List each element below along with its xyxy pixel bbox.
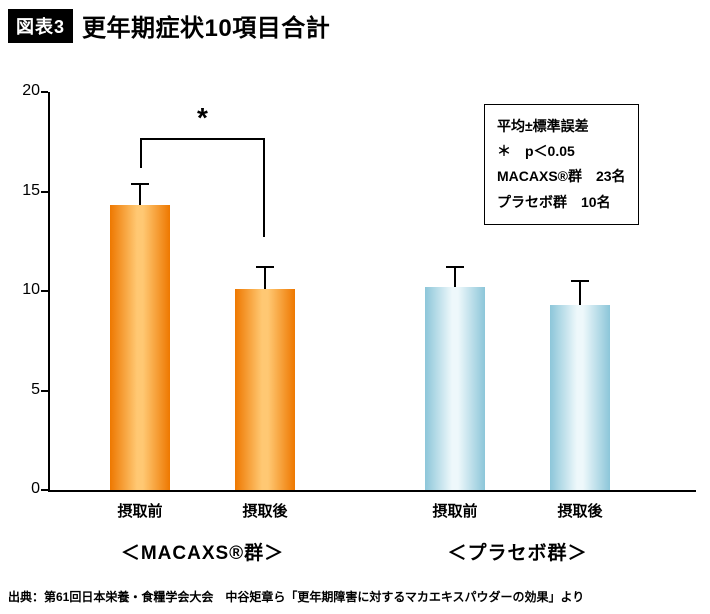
error-bar-cap (256, 266, 274, 269)
y-tick-label: 0 (31, 480, 40, 497)
group-label: ＜MACAXS®群＞ (120, 543, 285, 564)
bar-category-label: 摂取前 (432, 503, 478, 520)
plot-area: 0 5 10 15 20 摂取前 摂取後 ＜MACAXS®群＞ 摂取前 摂取後 ＜プラセボ群＞ * (22, 82, 696, 564)
y-tick-mark (41, 190, 48, 193)
bar-category-label: 摂取後 (557, 503, 603, 520)
page-title: 更年期症状10項目合計 (82, 15, 331, 42)
error-bar (579, 281, 581, 305)
y-tick-label: 5 (31, 380, 40, 398)
significance-bracket-left-leg (140, 137, 142, 168)
y-tick-mark (41, 489, 48, 491)
bar (235, 289, 295, 490)
legend-line: MACAXS®群 23名 (497, 168, 626, 185)
chart-header: 図表3 更年期症状10項目合計 (8, 8, 330, 43)
bar-chart: 0 5 10 15 20 摂取前 摂取後 ＜MACAXS®群＞ 摂取前 摂取後 ＜プラセボ群＞ * 平… (22, 82, 703, 582)
chart-legend: 平均±標準誤差 ＊ p＜0.05 MACAXS®群 23名 プラセボ群 10名 (484, 104, 639, 225)
source-note: 出典：第61回日本栄養・食糧学会大会 中谷矩章ら「更年期障害に対するマカエキスパ… (8, 590, 585, 604)
significance-bracket-right-leg (263, 137, 265, 238)
error-bar (454, 267, 456, 287)
group-label: ＜プラセボ群＞ (447, 543, 588, 564)
y-tick-label: 15 (22, 181, 40, 199)
bar-category-label: 摂取後 (242, 503, 288, 520)
y-tick-mark (41, 290, 48, 292)
error-bar (264, 267, 266, 289)
significance-asterisk: * (197, 101, 208, 133)
legend-line: プラセボ群 10名 (497, 193, 611, 210)
y-tick-mark (41, 91, 48, 93)
bar-category-label: 摂取前 (117, 503, 163, 520)
error-bar-cap (131, 182, 149, 185)
bar (110, 205, 170, 490)
error-bar-cap (446, 266, 464, 269)
y-tick-mark (41, 389, 48, 392)
bar (425, 287, 485, 490)
bar (550, 304, 610, 490)
y-tick-label: 10 (22, 281, 40, 298)
error-bar (139, 183, 141, 206)
significance-bracket (140, 137, 265, 140)
legend-line: 平均±標準誤差 (497, 118, 589, 134)
error-bar-cap (571, 280, 589, 283)
y-tick-label: 20 (22, 82, 40, 99)
figure-number-badge: 図表3 (8, 8, 74, 43)
legend-line: ＊ p＜0.05 (497, 143, 575, 160)
